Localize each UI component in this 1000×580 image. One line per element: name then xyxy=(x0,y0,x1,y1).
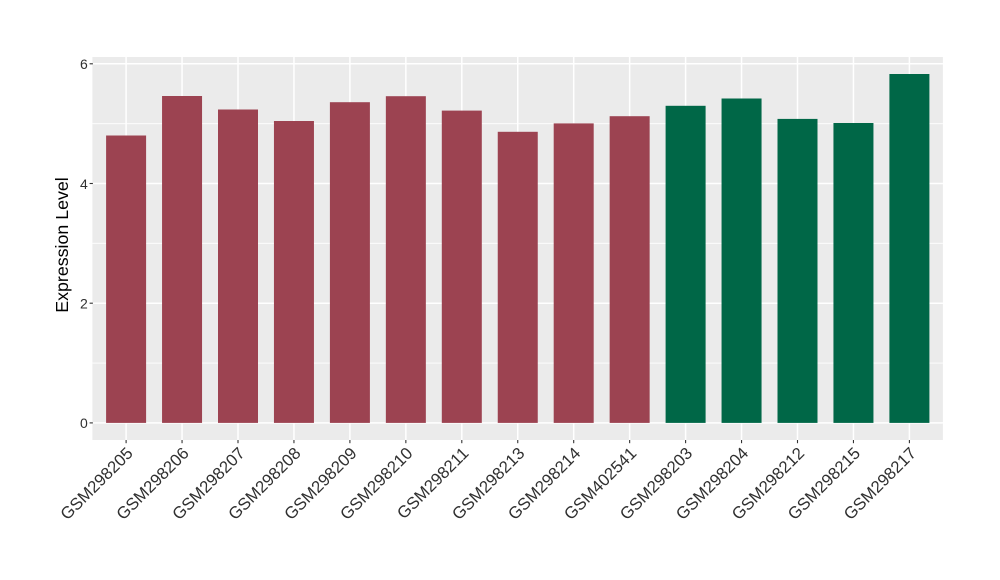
svg-text:0: 0 xyxy=(80,415,88,431)
svg-text:4: 4 xyxy=(80,176,88,192)
svg-text:Expression Level: Expression Level xyxy=(52,177,72,312)
svg-text:2: 2 xyxy=(80,296,88,312)
svg-text:6: 6 xyxy=(80,56,88,72)
